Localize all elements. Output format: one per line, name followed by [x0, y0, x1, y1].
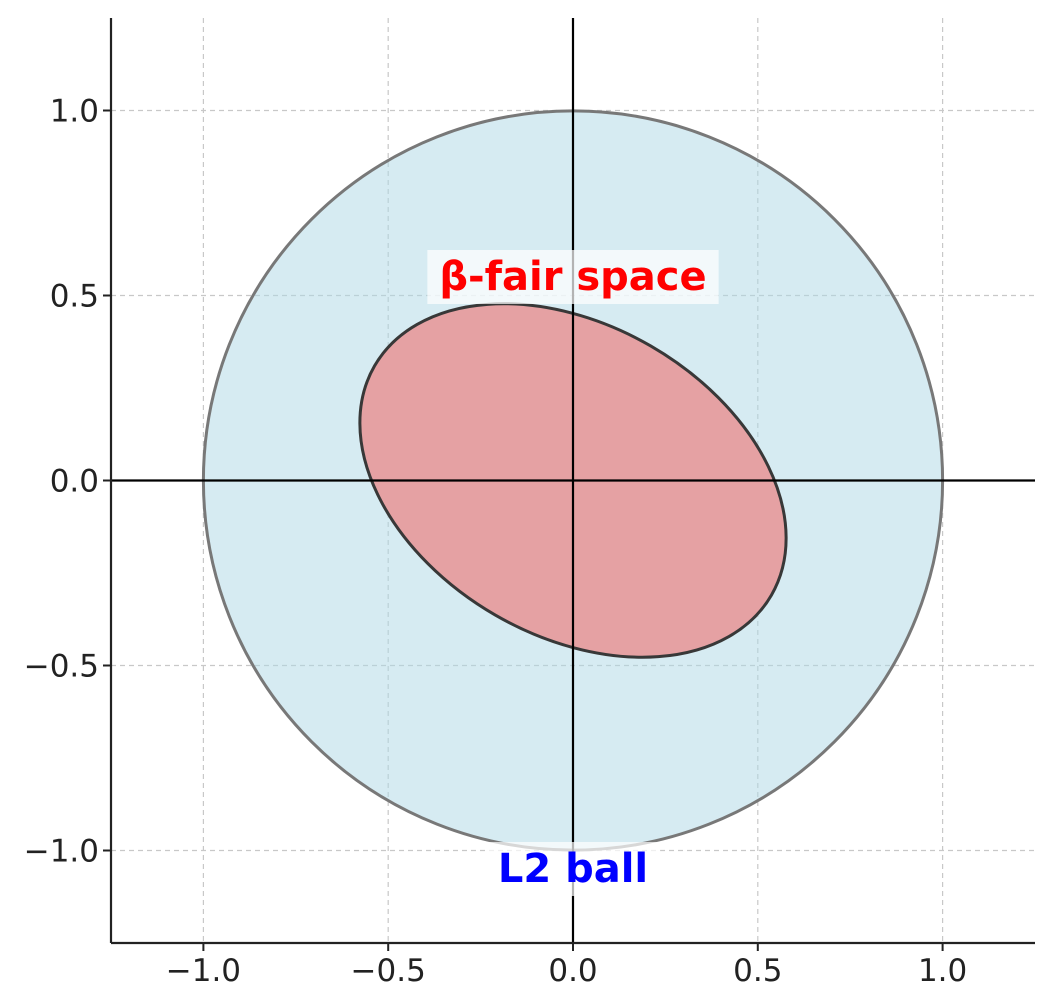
x-tick-label: 0.5: [733, 953, 782, 989]
origin-axes: [111, 18, 1035, 943]
annotations: β-fair space L2 ball: [427, 250, 719, 896]
y-tick-label: −0.5: [24, 649, 99, 685]
annotation-box: [427, 250, 719, 304]
ticks: −1.0 −0.5 0.0 0.5 1.0 −1.0 −0.5 0.0 0.5 1.0: [24, 94, 968, 990]
l2-ball-annotation: L2 ball: [485, 842, 661, 896]
annotation-text: L2 ball: [498, 846, 648, 892]
y-tick-label: 0.5: [50, 279, 99, 315]
annotation-box: [485, 842, 661, 896]
x-tick-label: 1.0: [918, 953, 967, 989]
x-tick-label: 0.0: [548, 953, 597, 989]
fair-space-annotation: β-fair space: [427, 250, 719, 304]
annotation-text: β-fair space: [439, 254, 706, 300]
y-tick-label: −1.0: [24, 834, 99, 870]
y-tick-label: 1.0: [50, 94, 99, 130]
y-tick-label: 0.0: [50, 464, 99, 500]
x-tick-label: −0.5: [351, 953, 426, 989]
x-tick-label: −1.0: [166, 953, 241, 989]
